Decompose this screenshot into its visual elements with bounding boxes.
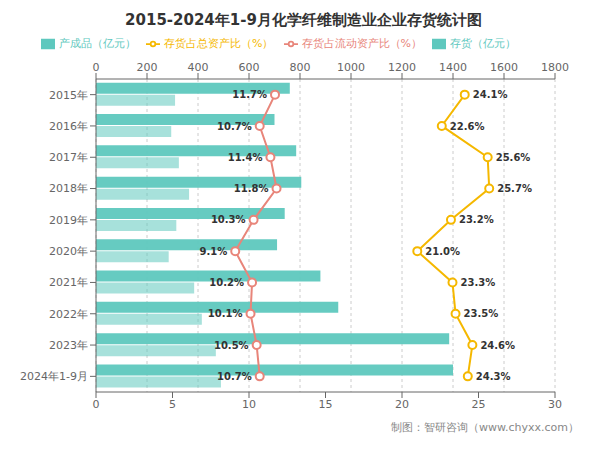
html-text:存货（亿元）: 存货（亿元） [450, 37, 516, 50]
html-text:存货占总资产比（%）: 存货占总资产比（%） [164, 37, 274, 50]
svg-text:5: 5 [169, 398, 176, 411]
svg-text:10.3%: 10.3% [211, 214, 246, 225]
svg-text:23.5%: 23.5% [464, 308, 499, 319]
svg-text:2016年: 2016年 [49, 120, 88, 133]
svg-text:2024年1-9月: 2024年1-9月 [20, 370, 88, 383]
svg-text:1000: 1000 [337, 61, 365, 74]
svg-text:25.6%: 25.6% [496, 152, 531, 163]
svg-text:2015年: 2015年 [49, 89, 88, 102]
svg-text:10: 10 [242, 398, 256, 411]
svg-text:23.3%: 23.3% [460, 277, 495, 288]
svg-text:400: 400 [188, 61, 209, 74]
svg-text:22.6%: 22.6% [450, 121, 485, 132]
html-text:制图：智研咨询（www.chyxx.com）: 制图：智研咨询（www.chyxx.com） [391, 421, 579, 434]
svg-text:10.7%: 10.7% [217, 121, 252, 132]
svg-text:1400: 1400 [439, 61, 467, 74]
html-text:存货占流动资产比（%）: 存货占流动资产比（%） [301, 37, 422, 50]
svg-text:15: 15 [319, 398, 333, 411]
svg-text:1200: 1200 [388, 61, 416, 74]
svg-text:11.4%: 11.4% [228, 152, 263, 163]
svg-text:23.2%: 23.2% [459, 214, 494, 225]
svg-text:2017年: 2017年 [49, 151, 88, 164]
svg-text:20: 20 [395, 398, 409, 411]
svg-text:2023年: 2023年 [49, 339, 88, 352]
svg-text:21.0%: 21.0% [425, 246, 460, 257]
svg-text:24.3%: 24.3% [476, 371, 511, 382]
svg-text:1600: 1600 [490, 61, 518, 74]
svg-text:800: 800 [290, 61, 311, 74]
svg-text:200: 200 [137, 61, 158, 74]
svg-text:600: 600 [239, 61, 260, 74]
svg-text:0: 0 [93, 61, 100, 74]
html-text:产成品（亿元）: 产成品（亿元） [59, 37, 136, 50]
svg-text:24.1%: 24.1% [473, 89, 508, 100]
svg-text:25: 25 [472, 398, 486, 411]
svg-text:10.2%: 10.2% [209, 277, 244, 288]
svg-text:0: 0 [93, 398, 100, 411]
svg-text:11.7%: 11.7% [232, 89, 267, 100]
html-text:2015-2024年1-9月化学纤维制造业企业存货统计图: 2015-2024年1-9月化学纤维制造业企业存货统计图 [125, 11, 482, 29]
svg-text:2022年: 2022年 [49, 308, 88, 321]
svg-text:2019年: 2019年 [49, 214, 88, 227]
svg-text:10.7%: 10.7% [217, 371, 252, 382]
svg-text:2021年: 2021年 [49, 276, 88, 289]
svg-text:2018年: 2018年 [49, 182, 88, 195]
svg-text:24.6%: 24.6% [480, 340, 515, 351]
svg-text:10.1%: 10.1% [208, 308, 243, 319]
svg-text:1800: 1800 [541, 61, 569, 74]
svg-text:25.7%: 25.7% [497, 183, 532, 194]
svg-text:11.8%: 11.8% [234, 183, 269, 194]
svg-text:2020年: 2020年 [49, 245, 88, 258]
svg-text:10.5%: 10.5% [214, 340, 249, 351]
svg-text:30: 30 [548, 398, 562, 411]
svg-text:9.1%: 9.1% [199, 246, 227, 257]
